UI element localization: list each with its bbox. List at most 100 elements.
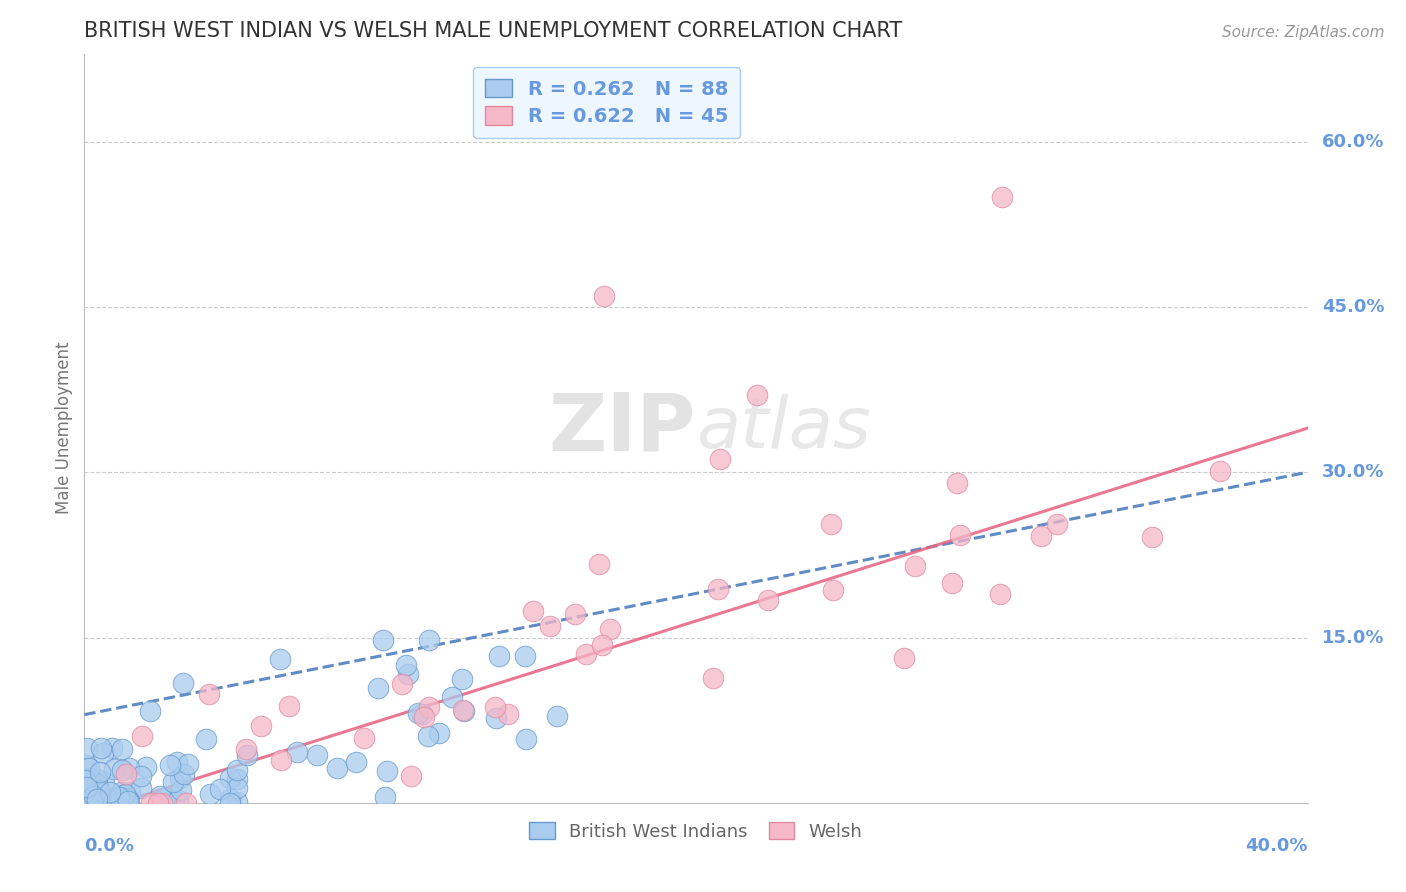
Point bbox=[117, 794, 139, 808]
Legend: British West Indians, Welsh: British West Indians, Welsh bbox=[520, 814, 872, 850]
Text: 40.0%: 40.0% bbox=[1246, 837, 1308, 855]
Point bbox=[83, 789, 105, 803]
Point bbox=[949, 527, 972, 541]
Text: 30.0%: 30.0% bbox=[1322, 463, 1385, 482]
Point bbox=[823, 582, 845, 597]
Point bbox=[155, 791, 177, 805]
Point bbox=[218, 792, 240, 806]
Point bbox=[131, 781, 153, 796]
Point bbox=[1046, 517, 1069, 532]
Point bbox=[166, 755, 188, 769]
Point bbox=[820, 516, 842, 531]
Point bbox=[235, 747, 257, 762]
Point bbox=[546, 709, 568, 723]
Point bbox=[593, 289, 616, 303]
Point bbox=[373, 633, 395, 648]
Point bbox=[75, 758, 97, 772]
Point bbox=[117, 793, 139, 807]
Point bbox=[226, 763, 249, 777]
Point bbox=[177, 756, 200, 771]
Point bbox=[226, 796, 249, 810]
Point bbox=[100, 792, 122, 806]
Point bbox=[114, 789, 136, 803]
Point bbox=[522, 604, 544, 618]
Point bbox=[165, 794, 187, 808]
Point bbox=[374, 789, 396, 804]
Point bbox=[139, 796, 162, 810]
Point bbox=[86, 777, 108, 791]
Point bbox=[326, 761, 349, 775]
Point bbox=[111, 789, 134, 803]
Point bbox=[100, 785, 122, 799]
Point bbox=[235, 742, 257, 756]
Point bbox=[756, 593, 779, 607]
Point bbox=[418, 729, 440, 743]
Point bbox=[108, 790, 131, 805]
Point bbox=[73, 772, 96, 787]
Point bbox=[93, 775, 115, 789]
Point bbox=[226, 780, 249, 795]
Point bbox=[117, 790, 139, 805]
Point bbox=[89, 764, 111, 779]
Point bbox=[941, 576, 963, 591]
Point bbox=[135, 760, 157, 774]
Point bbox=[77, 761, 100, 775]
Point bbox=[86, 772, 108, 787]
Point bbox=[395, 657, 418, 672]
Point bbox=[79, 795, 101, 809]
Point bbox=[118, 761, 141, 775]
Point bbox=[413, 710, 436, 724]
Point bbox=[148, 796, 170, 810]
Point bbox=[488, 648, 510, 663]
Point bbox=[270, 752, 292, 766]
Point bbox=[195, 732, 218, 747]
Point bbox=[173, 766, 195, 780]
Point bbox=[1209, 464, 1232, 478]
Text: Source: ZipAtlas.com: Source: ZipAtlas.com bbox=[1222, 25, 1385, 40]
Point bbox=[76, 740, 98, 755]
Point bbox=[599, 622, 621, 636]
Point bbox=[82, 794, 104, 808]
Point bbox=[702, 671, 724, 685]
Point bbox=[209, 781, 232, 796]
Point bbox=[344, 755, 367, 769]
Text: 0.0%: 0.0% bbox=[84, 837, 135, 855]
Point bbox=[87, 780, 110, 794]
Point bbox=[169, 771, 191, 785]
Point bbox=[93, 746, 115, 760]
Point bbox=[129, 769, 152, 783]
Point bbox=[200, 787, 222, 801]
Point bbox=[305, 747, 328, 762]
Point bbox=[159, 758, 181, 772]
Point bbox=[564, 607, 586, 622]
Point bbox=[111, 742, 134, 756]
Point bbox=[172, 675, 194, 690]
Point bbox=[946, 475, 969, 490]
Point bbox=[285, 745, 308, 759]
Point bbox=[120, 785, 142, 799]
Point bbox=[538, 619, 561, 633]
Point bbox=[73, 775, 96, 789]
Point bbox=[418, 633, 440, 648]
Point bbox=[108, 789, 131, 804]
Point bbox=[406, 706, 429, 720]
Point bbox=[904, 559, 927, 574]
Text: 15.0%: 15.0% bbox=[1322, 629, 1385, 647]
Point bbox=[411, 706, 433, 721]
Point bbox=[114, 787, 136, 801]
Point bbox=[277, 698, 299, 713]
Text: ZIP: ZIP bbox=[548, 389, 696, 467]
Point bbox=[269, 652, 291, 666]
Point bbox=[418, 700, 440, 714]
Point bbox=[219, 771, 242, 785]
Point bbox=[1142, 530, 1164, 544]
Point bbox=[588, 557, 610, 571]
Text: atlas: atlas bbox=[696, 393, 870, 463]
Point bbox=[367, 681, 389, 695]
Point bbox=[174, 796, 197, 810]
Point bbox=[250, 719, 273, 733]
Point bbox=[103, 762, 125, 776]
Point bbox=[170, 783, 193, 797]
Y-axis label: Male Unemployment: Male Unemployment bbox=[55, 342, 73, 515]
Point bbox=[219, 796, 242, 810]
